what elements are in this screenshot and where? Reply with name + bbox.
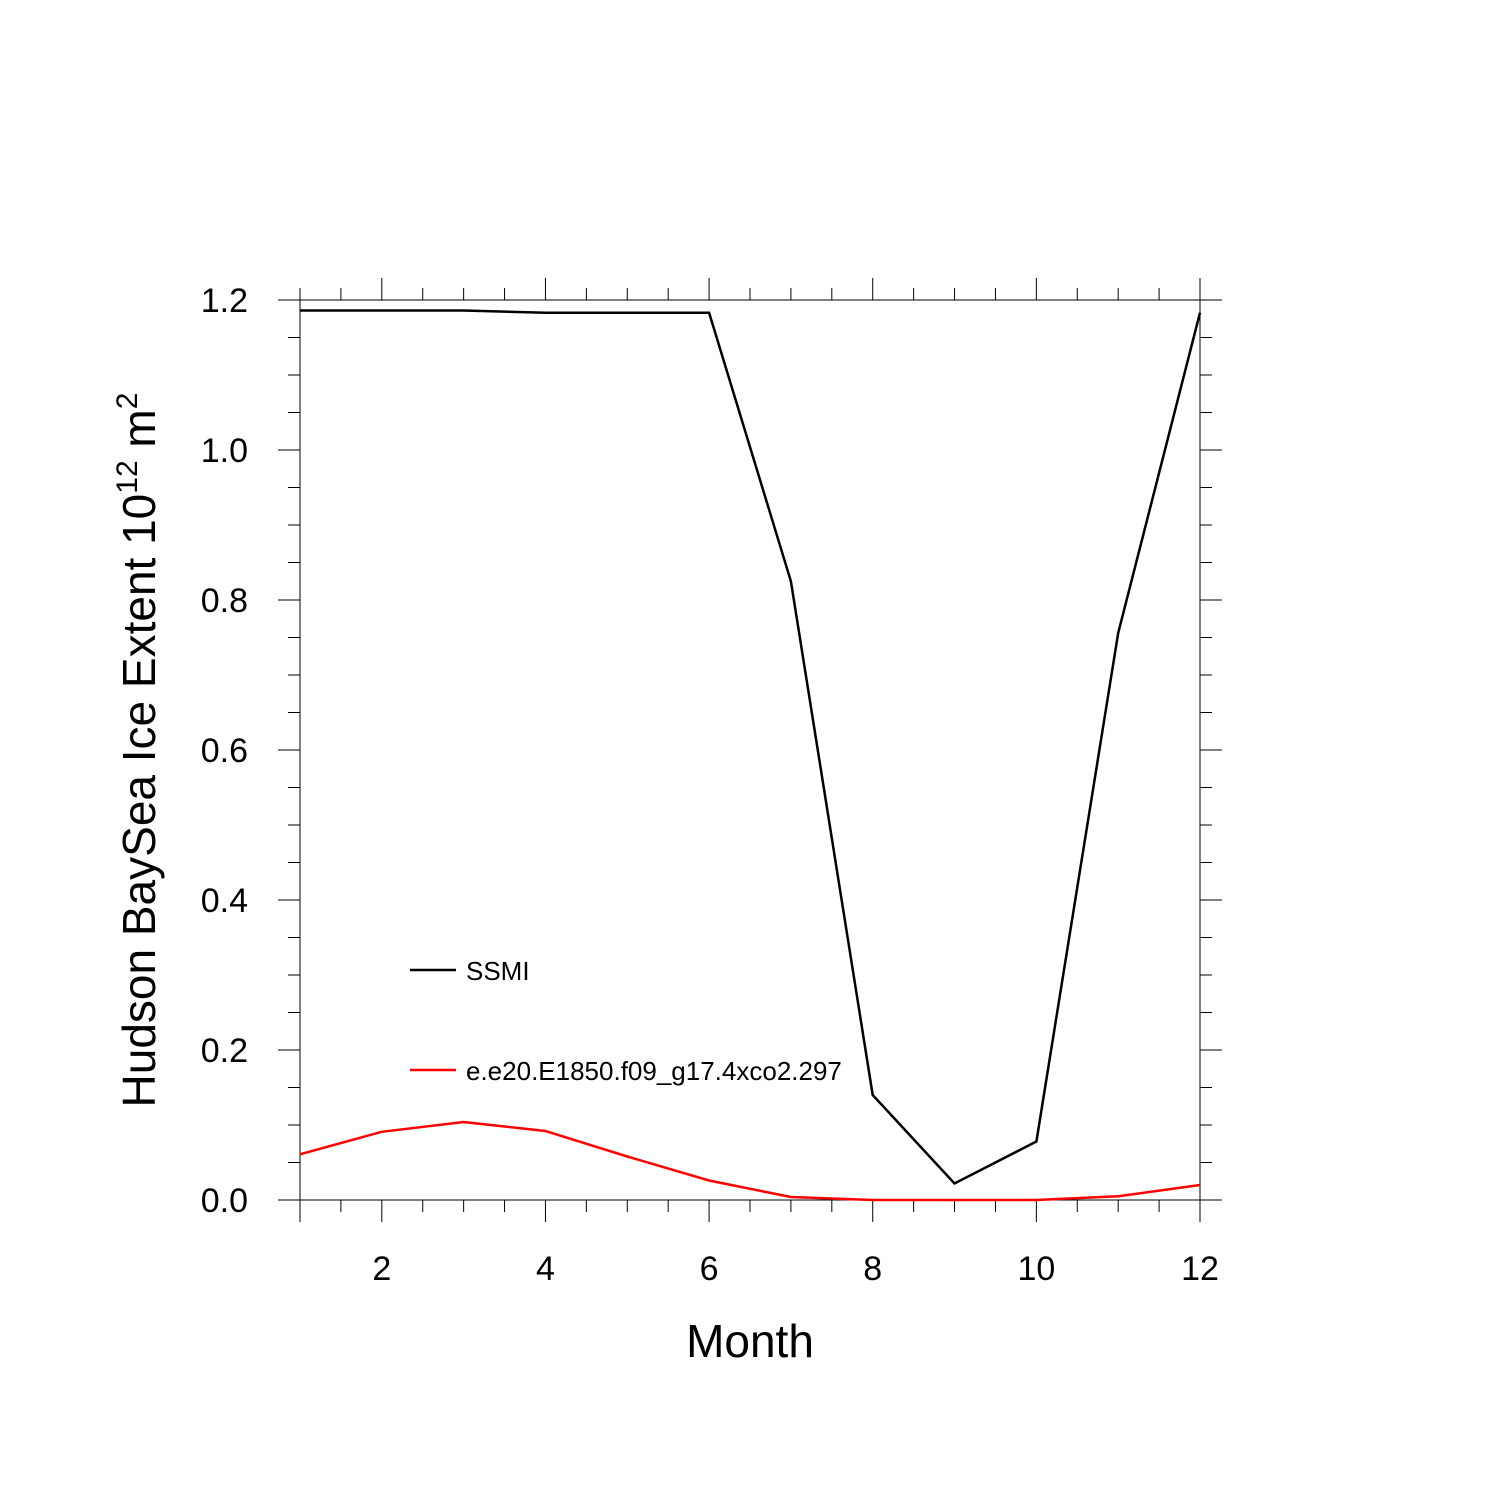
x-axis-title: Month: [686, 1315, 814, 1367]
y-axis-title-unit-exponent: 2: [111, 393, 144, 410]
y-tick-label: 0.8: [201, 582, 248, 620]
ticks-layer: 2 4 6 8 10 12 0.0 0.2 0.4 0.6 0.8 1.0 1.2: [201, 278, 1222, 1288]
legend-label: e.e20.E1850.f09_g17.4xco2.297: [466, 1056, 842, 1086]
y-axis-title-exponent: 12: [111, 460, 144, 493]
legend: SSMI e.e20.E1850.f09_g17.4xco2.297: [410, 956, 842, 1086]
y-tick-label: 0.4: [201, 882, 248, 920]
x-tick-label: 12: [1181, 1250, 1219, 1288]
x-tick-label: 8: [863, 1250, 882, 1288]
y-axis-title-main: Hudson BaySea Ice Extent 10: [113, 494, 165, 1108]
y-tick-label: 0.2: [201, 1032, 248, 1070]
y-tick-label: 0.0: [201, 1182, 248, 1220]
series-line-ssmi: [300, 309, 1202, 1186]
legend-label: SSMI: [466, 956, 530, 986]
y-axis-title-unit: m: [113, 409, 165, 460]
y-tick-label: 1.2: [201, 282, 248, 320]
x-tick-label: 2: [372, 1250, 391, 1288]
series-line-model: [299, 1120, 1201, 1202]
x-tick-label: 4: [536, 1250, 555, 1288]
y-tick-label: 1.0: [201, 432, 248, 470]
y-axis-title: Hudson BaySea Ice Extent 1012 m2: [111, 393, 165, 1108]
x-tick-label: 10: [1017, 1250, 1055, 1288]
y-tick-label: 0.6: [201, 732, 248, 770]
series-layer: [299, 309, 1202, 1202]
x-tick-label: 6: [700, 1250, 719, 1288]
